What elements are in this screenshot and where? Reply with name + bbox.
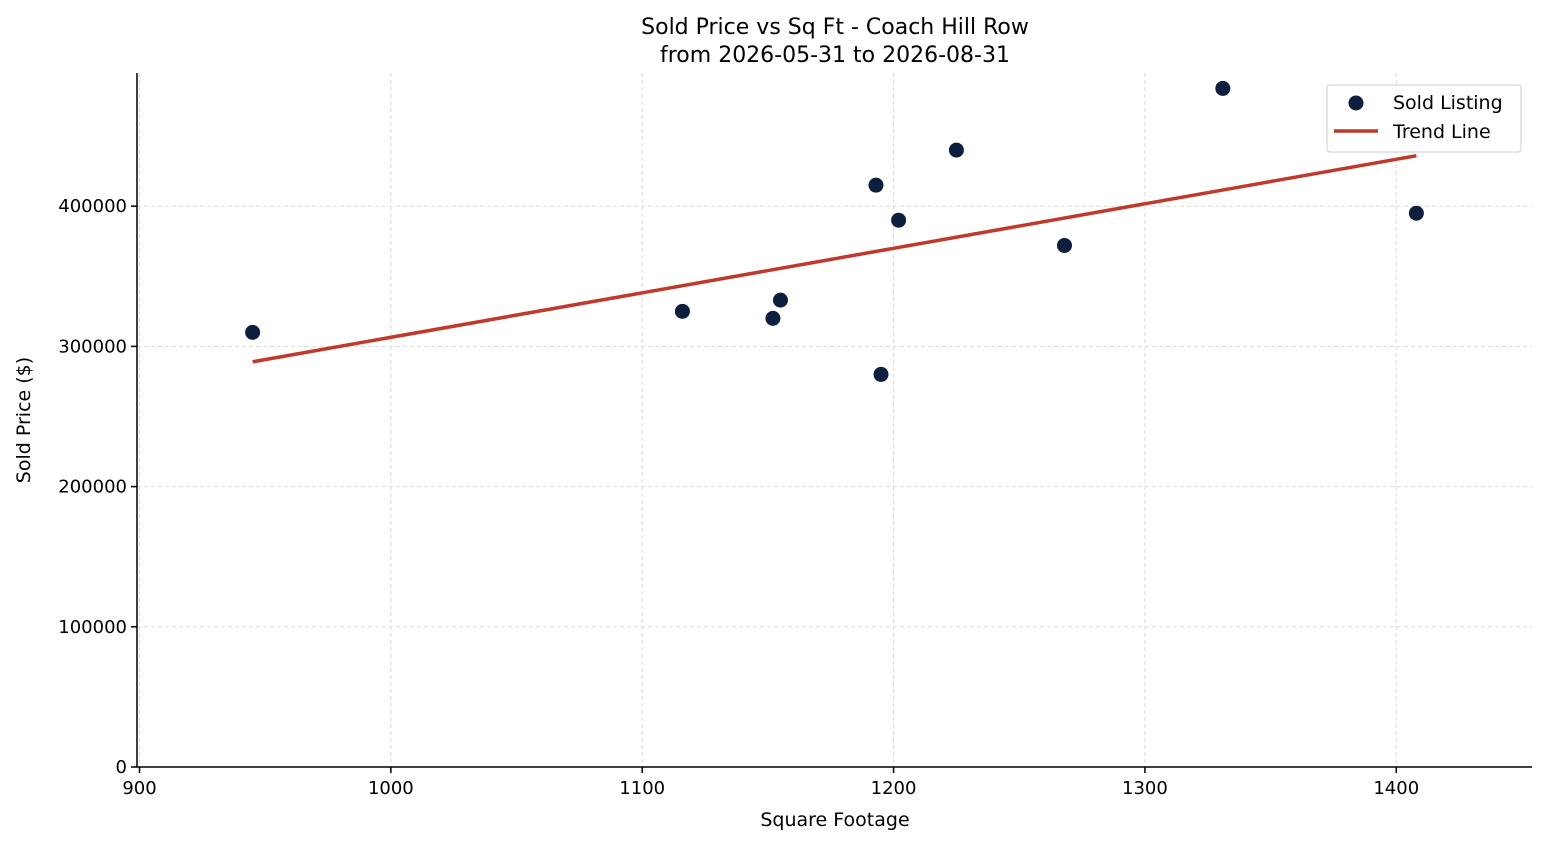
legend-marker-sold-listing	[1348, 95, 1364, 111]
legend-label-trend-line: Trend Line	[1392, 121, 1491, 143]
axes-layer	[136, 73, 1532, 768]
x-tick-label: 1200	[871, 778, 917, 799]
scatter-point	[868, 177, 884, 193]
scatter-point	[1215, 80, 1231, 96]
y-tick-label: 200000	[58, 477, 127, 498]
y-tick-label: 400000	[58, 196, 127, 217]
x-tick-label: 1100	[619, 778, 665, 799]
x-tick-label: 1400	[1373, 778, 1419, 799]
legend-box	[1326, 84, 1522, 153]
legend-label-sold-listing: Sold Listing	[1393, 92, 1503, 114]
legend: Sold Listing Trend Line	[1326, 84, 1522, 153]
scatter-point	[1056, 237, 1072, 253]
x-axis-label: Square Footage	[760, 809, 909, 831]
scatter-point	[891, 212, 907, 228]
trend-line	[252, 153, 1417, 364]
chart-subtitle: from 2026-05-31 to 2026-08-31	[660, 43, 1010, 68]
grid-layer	[137, 73, 1532, 767]
scatter-point	[765, 310, 781, 326]
x-tick-label: 1000	[368, 778, 414, 799]
scatter-point	[1408, 205, 1424, 221]
scatter-point	[772, 292, 788, 308]
x-tick-label: 900	[122, 778, 156, 799]
scatter-point	[873, 366, 889, 382]
scatter-point	[674, 303, 690, 319]
scatter-point	[245, 324, 261, 340]
series-layer	[245, 80, 1424, 382]
y-tick-label: 300000	[58, 336, 127, 357]
ticks-layer: 900 1000 1100 1200 1300 1400 0 100000 200000 3000…	[58, 196, 1419, 799]
y-tick-label: 0	[116, 757, 127, 778]
x-tick-label: 1300	[1122, 778, 1168, 799]
scatter-point	[948, 142, 964, 158]
y-tick-label: 100000	[58, 617, 127, 638]
y-axis-label: Sold Price ($)	[13, 357, 35, 483]
chart-title: Sold Price vs Sq Ft - Coach Hill Row	[641, 15, 1029, 40]
